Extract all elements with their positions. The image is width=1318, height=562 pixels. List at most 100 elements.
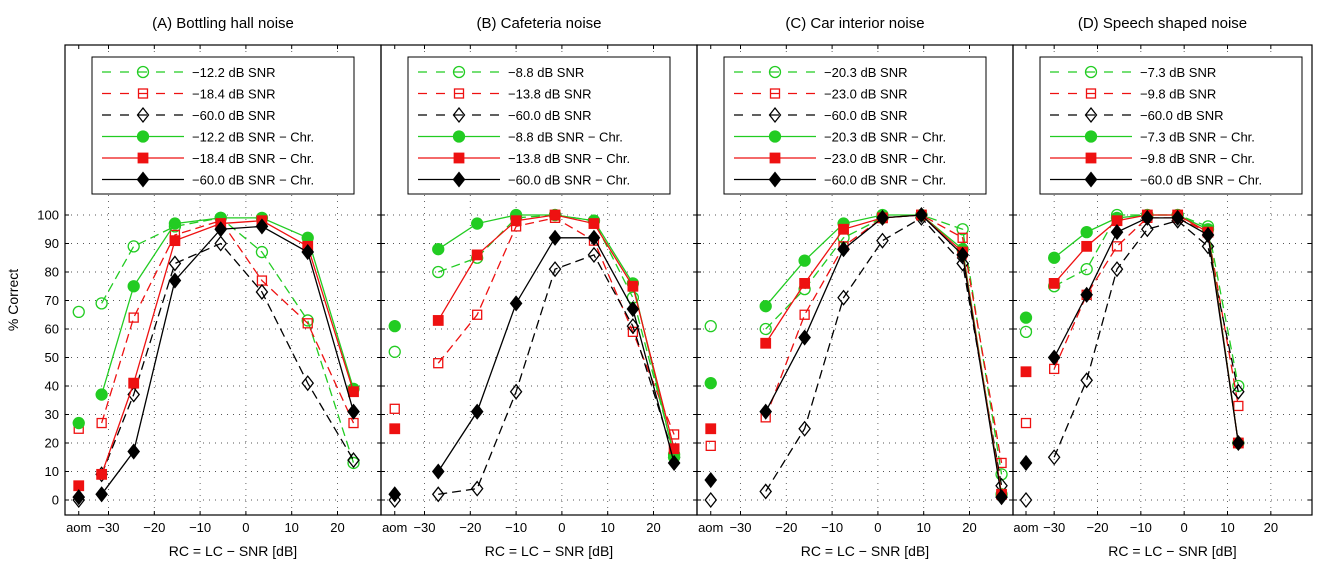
- data-point: [1201, 238, 1215, 255]
- legend-marker: [1084, 171, 1098, 188]
- aom-point: [1020, 366, 1032, 378]
- series: [1019, 209, 1245, 472]
- series: [704, 206, 1008, 506]
- series-line: [765, 217, 1003, 492]
- data-point: [95, 297, 108, 310]
- x-axis-label: RC = LC − SNR [dB]: [485, 543, 613, 559]
- x-tick-label: 0: [1181, 520, 1188, 535]
- legend-marker: [453, 152, 465, 164]
- legend-marker: [768, 65, 782, 79]
- legend-marker: [769, 88, 781, 99]
- legend-label: −12.2 dB SNR: [192, 65, 275, 80]
- data-point: [433, 358, 444, 369]
- data-point: [301, 314, 314, 327]
- x-tick-label: 20: [1264, 520, 1278, 535]
- data-point: [1080, 225, 1093, 239]
- data-point: [1111, 215, 1123, 227]
- legend-label: −60.0 dB SNR: [192, 108, 275, 123]
- x-tick-label: 0: [558, 520, 565, 535]
- legend-marker: [768, 106, 782, 124]
- legend-marker: [136, 65, 150, 79]
- aom-point: [704, 471, 718, 489]
- data-point: [347, 452, 360, 469]
- data-point: [169, 235, 181, 247]
- series-line: [438, 254, 675, 495]
- data-point: [549, 209, 561, 221]
- legend-label: −60.0 dB SNR − Chr.: [824, 173, 946, 188]
- legend-label: −60.0 dB SNR − Chr.: [1140, 173, 1262, 188]
- data-point: [128, 377, 140, 389]
- data-point: [798, 420, 811, 437]
- legend-marker: [452, 106, 466, 124]
- x-tick-label: −30: [413, 520, 435, 535]
- y-tick-label: 90: [45, 236, 59, 251]
- data-point: [915, 206, 928, 224]
- data-point: [432, 243, 445, 256]
- legend-label: −60.0 dB SNR − Chr.: [192, 173, 314, 188]
- data-point: [837, 289, 850, 306]
- data-point: [759, 483, 773, 500]
- y-tick-label: 70: [45, 293, 59, 308]
- data-point: [759, 403, 773, 420]
- data-point: [548, 229, 562, 246]
- aom-point: [704, 319, 717, 333]
- aom-point: [72, 489, 86, 506]
- aom-point: [705, 440, 716, 452]
- legend-marker: [769, 152, 781, 164]
- data-point: [168, 217, 182, 230]
- data-point: [627, 280, 639, 292]
- x-tick-label: −30: [97, 520, 119, 535]
- aom-point: [1019, 491, 1033, 509]
- x-tick-label: aom: [66, 520, 91, 535]
- data-point: [1080, 286, 1093, 303]
- legend-marker: [137, 88, 149, 99]
- x-tick-label: 10: [284, 520, 298, 535]
- aom-point: [72, 305, 85, 319]
- data-point: [1233, 400, 1244, 412]
- data-point: [876, 209, 889, 226]
- data-point: [1141, 209, 1154, 226]
- data-point: [128, 312, 139, 323]
- aom-point: [1019, 311, 1033, 324]
- data-point: [127, 280, 140, 293]
- x-axis-label: RC = LC − SNR [dB]: [1108, 543, 1236, 559]
- series-line: [1053, 214, 1239, 387]
- series-line: [101, 242, 355, 475]
- data-point: [995, 489, 1008, 506]
- panel-title: (B) Cafeteria noise: [476, 15, 601, 32]
- legend-marker: [137, 152, 149, 164]
- panel-3: (C) Car interior noise aom −30 −20 −10 0 10 20 R…: [696, 15, 1014, 559]
- legend-label: −9.8 dB SNR − Chr.: [1140, 151, 1255, 166]
- data-point: [588, 218, 600, 229]
- y-tick-label: 100: [37, 208, 59, 223]
- legend-label: −20.3 dB SNR − Chr.: [824, 130, 946, 145]
- data-point: [548, 261, 562, 278]
- y-tick-label: 20: [45, 436, 59, 451]
- data-point: [168, 255, 182, 272]
- y-tick-label: 40: [45, 379, 59, 394]
- series-line: [765, 214, 1003, 475]
- series-line: [101, 219, 355, 424]
- x-tick-label: 20: [646, 520, 660, 535]
- legend-label: −18.4 dB SNR − Chr.: [192, 151, 314, 166]
- x-tick-label: −10: [1130, 520, 1152, 535]
- y-tick-label: 50: [45, 350, 59, 365]
- data-point: [509, 383, 523, 400]
- data-point: [127, 443, 141, 460]
- y-tick-label: 10: [45, 464, 59, 479]
- x-tick-label: −20: [459, 520, 481, 535]
- legend-label: −60.0 dB SNR: [1140, 108, 1223, 123]
- x-tick-label: 20: [330, 520, 344, 535]
- series: [73, 215, 359, 434]
- legend-marker: [452, 171, 466, 188]
- data-point: [96, 468, 108, 480]
- x-tick-label: 10: [600, 520, 614, 535]
- x-axis-label: RC = LC − SNR [dB]: [801, 543, 929, 559]
- series-line: [101, 225, 355, 495]
- aom-point: [389, 403, 400, 414]
- data-point: [470, 480, 484, 497]
- legend-label: −60.0 dB SNR − Chr.: [508, 173, 630, 188]
- legend-box: [1039, 56, 1303, 195]
- legend-label: −8.8 dB SNR: [508, 65, 584, 80]
